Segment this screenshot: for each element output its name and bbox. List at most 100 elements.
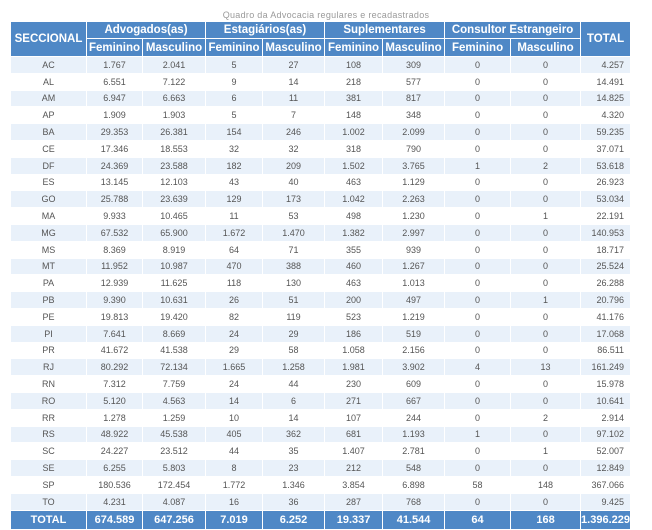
cell-total: 22.191 (580, 207, 632, 225)
header-group-row: SECCIONAL Advogados(as) Estagiários(as) … (10, 21, 632, 57)
cell-con-feminino: 0 (444, 408, 512, 427)
cell-est-masculino: 27 (262, 56, 326, 74)
cell-seccional: RS (10, 425, 87, 444)
total-est-masculino: 6.252 (262, 509, 326, 530)
cell-con-feminino: 0 (444, 139, 512, 158)
cell-con-feminino: 0 (444, 324, 512, 343)
cell-sup-feminino: 218 (324, 72, 384, 91)
cell-sup-masculino: 577 (382, 72, 446, 91)
advocacia-table: SECCIONAL Advogados(as) Estagiários(as) … (10, 21, 632, 530)
cell-con-masculino: 0 (510, 139, 582, 158)
cell-adv-masculino: 2.041 (141, 56, 207, 74)
cell-con-masculino: 0 (510, 190, 582, 209)
table-row: MG 67.532 65.900 1.672 1.470 1.382 2.997 0 0 140.… (10, 223, 632, 242)
cell-con-masculino: 1 (510, 291, 582, 309)
cell-sup-feminino: 107 (324, 408, 384, 427)
cell-est-feminino: 405 (205, 425, 264, 444)
cell-sup-masculino: 3.902 (382, 358, 446, 377)
header-group-suplementares: Suplementares (324, 21, 446, 39)
cell-est-masculino: 1.346 (262, 475, 326, 494)
cell-con-feminino: 1 (444, 425, 512, 444)
cell-seccional: PI (10, 324, 87, 343)
cell-adv-feminino: 24.227 (86, 442, 143, 461)
header-total: TOTAL (580, 21, 632, 57)
cell-adv-feminino: 9.933 (86, 207, 143, 225)
header-masculino: Masculino (510, 38, 582, 57)
cell-adv-masculino: 8.919 (141, 240, 207, 259)
cell-con-feminino: 1 (444, 156, 512, 175)
cell-total: 10.641 (580, 391, 632, 410)
cell-total: 18.717 (580, 240, 632, 259)
cell-adv-feminino: 24.369 (86, 156, 143, 175)
cell-seccional: RJ (10, 358, 87, 377)
cell-adv-masculino: 6.663 (141, 89, 207, 108)
total-sup-feminino: 19.337 (324, 509, 384, 530)
cell-est-masculino: 23 (262, 459, 326, 477)
cell-adv-masculino: 23.588 (141, 156, 207, 175)
cell-est-feminino: 24 (205, 375, 264, 393)
cell-con-masculino: 0 (510, 89, 582, 108)
cell-total: 37.071 (580, 139, 632, 158)
cell-sup-feminino: 463 (324, 274, 384, 293)
cell-adv-masculino: 4.087 (141, 492, 207, 511)
cell-seccional: GO (10, 190, 87, 209)
cell-total: 26.288 (580, 274, 632, 293)
cell-sup-feminino: 318 (324, 139, 384, 158)
cell-adv-feminino: 4.231 (86, 492, 143, 511)
cell-adv-feminino: 25.788 (86, 190, 143, 209)
cell-adv-feminino: 6.255 (86, 459, 143, 477)
cell-total: 161.249 (580, 358, 632, 377)
cell-est-feminino: 64 (205, 240, 264, 259)
cell-adv-feminino: 5.120 (86, 391, 143, 410)
cell-est-masculino: 362 (262, 425, 326, 444)
table-row: SC 24.227 23.512 44 35 1.407 2.781 0 1 52.007 (10, 442, 632, 461)
cell-con-feminino: 0 (444, 207, 512, 225)
cell-adv-feminino: 11.952 (86, 257, 143, 276)
cell-sup-masculino: 2.156 (382, 341, 446, 360)
cell-adv-feminino: 7.312 (86, 375, 143, 393)
cell-total: 25.524 (580, 257, 632, 276)
table-body: AC 1.767 2.041 5 27 108 309 0 0 4.257 AL 6.551 7.122… (10, 56, 632, 511)
cell-sup-masculino: 2.781 (382, 442, 446, 461)
cell-seccional: AP (10, 106, 87, 125)
cell-con-masculino: 0 (510, 173, 582, 192)
cell-adv-masculino: 7.759 (141, 375, 207, 393)
table-row: GO 25.788 23.639 129 173 1.042 2.263 0 0 53.034 (10, 190, 632, 209)
cell-adv-masculino: 1.903 (141, 106, 207, 125)
cell-sup-feminino: 186 (324, 324, 384, 343)
cell-seccional: ES (10, 173, 87, 192)
table-row: MA 9.933 10.465 11 53 498 1.230 0 1 22.191 (10, 207, 632, 225)
cell-con-masculino: 1 (510, 442, 582, 461)
cell-con-feminino: 0 (444, 391, 512, 410)
cell-seccional: PR (10, 341, 87, 360)
header-group-estagiarios: Estagiários(as) (205, 21, 326, 39)
cell-adv-masculino: 7.122 (141, 72, 207, 91)
cell-seccional: DF (10, 156, 87, 175)
table-row: BA 29.353 26.381 154 246 1.002 2.099 0 0 59.235 (10, 123, 632, 141)
cell-con-feminino: 4 (444, 358, 512, 377)
cell-sup-masculino: 790 (382, 139, 446, 158)
cell-sup-feminino: 1.981 (324, 358, 384, 377)
cell-con-feminino: 0 (444, 173, 512, 192)
cell-con-masculino: 13 (510, 358, 582, 377)
cell-total: 17.068 (580, 324, 632, 343)
cell-est-feminino: 29 (205, 341, 264, 360)
cell-con-masculino: 0 (510, 106, 582, 125)
cell-est-masculino: 173 (262, 190, 326, 209)
table-row: RO 5.120 4.563 14 6 271 667 0 0 10.641 (10, 391, 632, 410)
cell-sup-feminino: 271 (324, 391, 384, 410)
cell-sup-feminino: 1.382 (324, 223, 384, 242)
cell-adv-feminino: 6.551 (86, 72, 143, 91)
table-row: AL 6.551 7.122 9 14 218 577 0 0 14.491 (10, 72, 632, 91)
cell-sup-feminino: 3.854 (324, 475, 384, 494)
cell-sup-masculino: 817 (382, 89, 446, 108)
cell-sup-masculino: 1.267 (382, 257, 446, 276)
cell-con-feminino: 0 (444, 89, 512, 108)
cell-con-masculino: 2 (510, 156, 582, 175)
cell-sup-masculino: 2.099 (382, 123, 446, 141)
cell-sup-masculino: 3.765 (382, 156, 446, 175)
cell-con-masculino: 0 (510, 56, 582, 74)
cell-adv-masculino: 45.538 (141, 425, 207, 444)
cell-total: 14.825 (580, 89, 632, 108)
table-row: RN 7.312 7.759 24 44 230 609 0 0 15.978 (10, 375, 632, 393)
